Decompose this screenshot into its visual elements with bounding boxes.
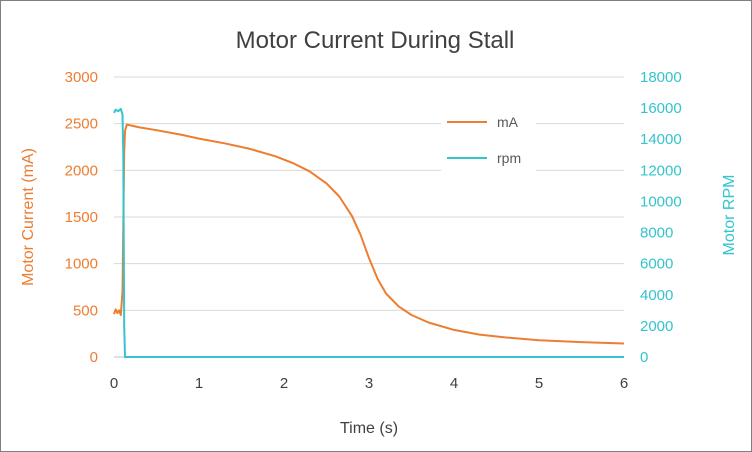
- x-tick-label: 0: [110, 375, 118, 392]
- y2-tick-label: 6000: [640, 256, 673, 273]
- x-axis-ticks: 0 1 2 3 4 5 6: [110, 375, 628, 392]
- y2-tick-label: 8000: [640, 225, 673, 242]
- y2-tick-label: 16000: [640, 100, 682, 117]
- legend-box: [441, 106, 536, 171]
- y-tick-label: 3000: [65, 69, 98, 86]
- right-axis-ticks: 0 2000 4000 6000 8000 10000 12000 14000 16000 180…: [640, 69, 682, 366]
- y-tick-label: 0: [90, 349, 98, 366]
- gridlines: [114, 76, 624, 311]
- legend-label-ma: mA: [497, 114, 519, 130]
- chart-title: Motor Current During Stall: [236, 27, 515, 54]
- y2-axis-title: Motor RPM: [721, 175, 738, 256]
- x-axis-title: Time (s): [340, 420, 398, 437]
- y-tick-label: 1500: [65, 209, 98, 226]
- series-line-rpm: [113, 107, 624, 358]
- y-axis-title: Motor Current (mA): [20, 148, 37, 286]
- x-tick-label: 3: [365, 375, 373, 392]
- y2-tick-label: 0: [640, 349, 648, 366]
- x-tick-label: 6: [620, 375, 628, 392]
- x-tick-label: 2: [280, 375, 288, 392]
- y2-tick-label: 12000: [640, 162, 682, 179]
- y2-tick-label: 2000: [640, 318, 673, 335]
- y-tick-label: 2500: [65, 116, 98, 133]
- y2-tick-label: 10000: [640, 193, 682, 210]
- y-tick-label: 1000: [65, 256, 98, 273]
- left-axis-ticks: 0 500 1000 1500 2000 2500 3000: [65, 69, 98, 366]
- series-layer: [113, 107, 625, 358]
- x-tick-label: 4: [450, 375, 458, 392]
- y2-tick-label: 18000: [640, 69, 682, 86]
- x-tick-label: 1: [195, 375, 203, 392]
- y-tick-label: 2000: [65, 162, 98, 179]
- y2-tick-label: 14000: [640, 131, 682, 148]
- x-tick-label: 5: [535, 375, 543, 392]
- y-tick-label: 500: [73, 302, 98, 319]
- y2-tick-label: 4000: [640, 287, 673, 304]
- legend-label-rpm: rpm: [497, 150, 521, 166]
- legend: mA rpm: [441, 106, 536, 171]
